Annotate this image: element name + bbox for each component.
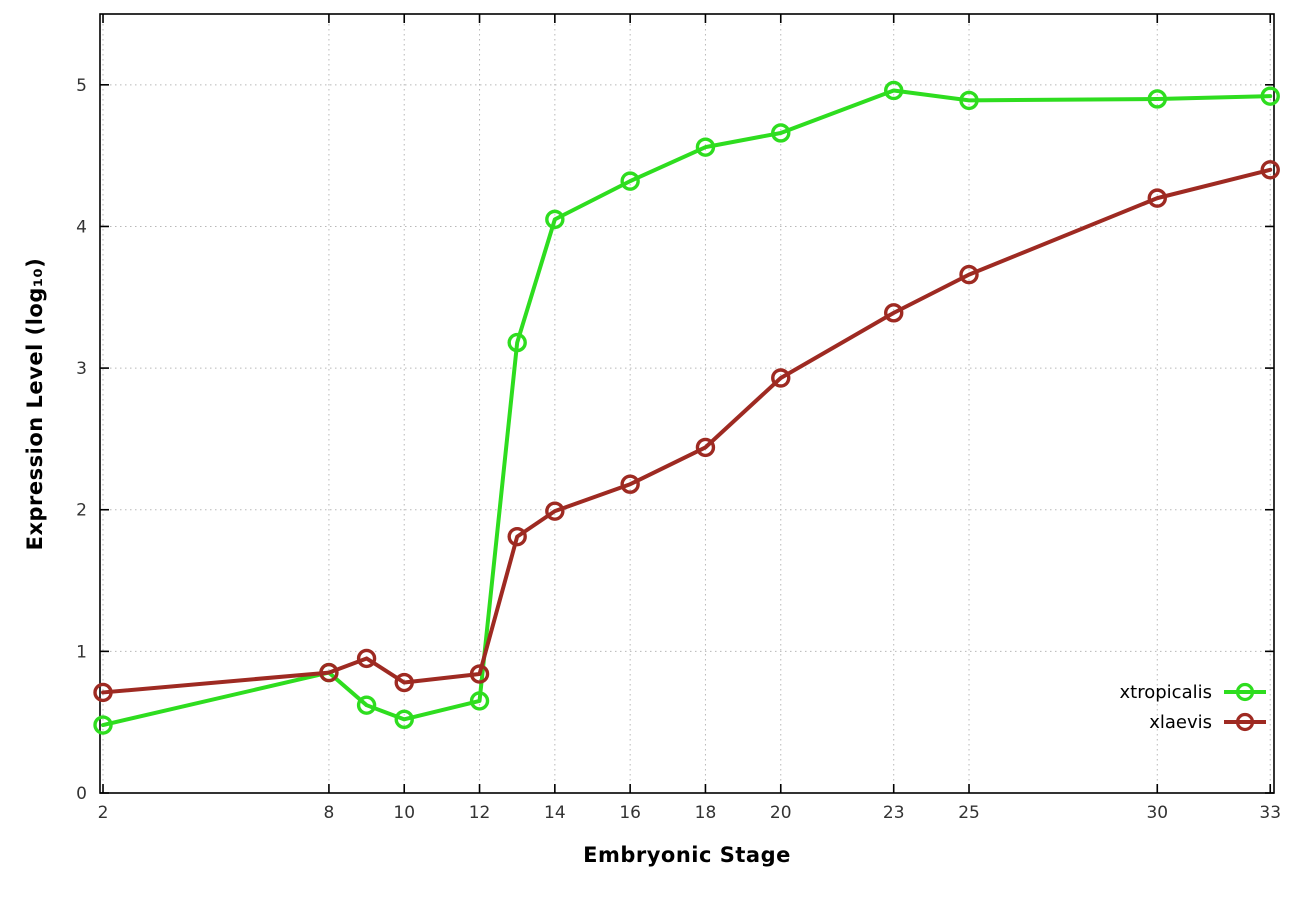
series-xtropicalis — [93, 80, 1280, 735]
plot-border — [99, 13, 1275, 794]
legend-row-xlaevis: xlaevis — [1149, 711, 1268, 733]
legend-marker-xlaevis — [1235, 712, 1255, 732]
data-point-xtropicalis — [1147, 89, 1167, 109]
x-tick-label: 10 — [393, 803, 415, 823]
y-tick-label: 2 — [76, 501, 87, 521]
y-tick-label: 3 — [76, 359, 87, 379]
x-tick-label: 30 — [1146, 803, 1168, 823]
data-point-xlaevis — [469, 664, 490, 684]
data-point-xlaevis — [356, 648, 377, 669]
legend-sample-xtropicalis-icon — [1224, 682, 1266, 702]
x-tick-label: 18 — [695, 803, 717, 823]
data-point-xlaevis — [959, 264, 979, 285]
x-tick-label: 33 — [1259, 803, 1281, 823]
data-point-xtropicalis — [507, 332, 527, 353]
data-point-xlaevis — [695, 437, 716, 458]
data-point-xlaevis — [507, 526, 527, 547]
x-tick-label: 14 — [544, 803, 566, 823]
series-line-xlaevis — [101, 167, 1273, 695]
series-line-xtropicalis — [101, 88, 1273, 728]
data-point-xlaevis — [620, 474, 640, 494]
x-axis-title: Embryonic Stage — [583, 843, 791, 867]
data-point-xtropicalis — [1260, 86, 1280, 106]
y-tick-label: 1 — [76, 642, 87, 662]
data-point-xtropicalis — [93, 715, 113, 735]
y-axis-title: Expression Level (log₁₀) — [23, 257, 47, 551]
x-tick-label: 16 — [619, 803, 641, 823]
data-point-xtropicalis — [394, 709, 414, 730]
legend: xtropicalis xlaevis — [1120, 681, 1268, 733]
legend-marker-xtropicalis — [1235, 682, 1255, 702]
data-point-xtropicalis — [469, 691, 490, 711]
x-tick-label: 25 — [958, 803, 980, 823]
data-point-xtropicalis — [356, 695, 377, 715]
legend-label-xtropicalis: xtropicalis — [1119, 681, 1212, 703]
data-point-xlaevis — [884, 303, 904, 323]
data-point-xtropicalis — [884, 80, 904, 101]
x-tick-label: 23 — [883, 803, 905, 823]
data-point-xtropicalis — [620, 171, 640, 191]
series-xlaevis — [93, 160, 1280, 703]
data-point-xtropicalis — [695, 137, 716, 157]
data-point-xtropicalis — [545, 209, 565, 230]
data-point-xlaevis — [319, 662, 339, 683]
data-point-xtropicalis — [959, 90, 979, 111]
legend-row-xtropicalis: xtropicalis — [1120, 681, 1268, 703]
x-tick-label: 12 — [469, 803, 491, 823]
x-tick-label: 2 — [98, 803, 109, 823]
x-tick-label: 8 — [324, 803, 335, 823]
data-point-xlaevis — [771, 368, 791, 388]
y-tick-label: 5 — [76, 76, 87, 96]
y-tick-label: 4 — [76, 217, 87, 237]
legend-sample-xlaevis-icon — [1224, 712, 1266, 732]
legend-label-xlaevis: xlaevis — [1149, 711, 1212, 733]
data-point-xlaevis — [1147, 188, 1167, 208]
data-point-xlaevis — [1260, 160, 1280, 180]
data-point-xlaevis — [545, 501, 565, 521]
data-point-xtropicalis — [771, 123, 791, 143]
tick-marks — [100, 14, 1274, 794]
data-point-xlaevis — [394, 672, 414, 693]
y-tick-label: 0 — [76, 784, 87, 804]
data-point-xlaevis — [93, 682, 113, 703]
grid-lines — [100, 14, 1274, 793]
x-tick-label: 20 — [770, 803, 792, 823]
